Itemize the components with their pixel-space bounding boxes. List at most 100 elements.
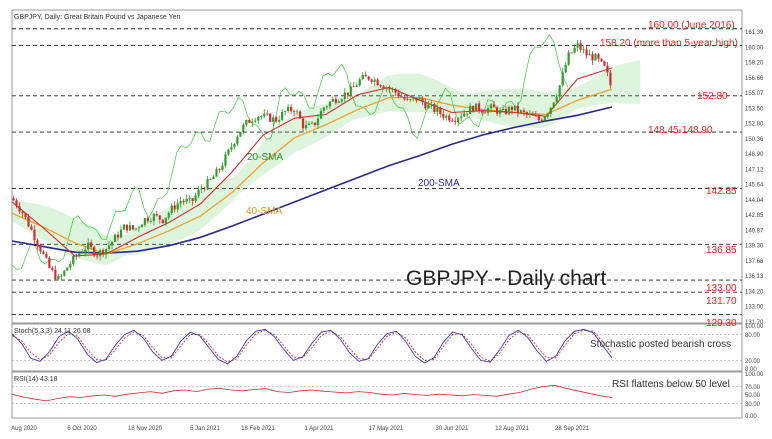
sma20-label: 20-SMA: [247, 152, 283, 163]
candle-body: [367, 76, 370, 80]
level-label-131-70: 131.70: [706, 296, 737, 307]
candle-body: [12, 198, 15, 201]
level-label-129-30: 129.30: [706, 318, 737, 329]
price-tick-label: 139.30: [745, 244, 764, 250]
candle-body: [113, 234, 117, 242]
candle-body: [248, 119, 251, 123]
candle-body: [278, 119, 281, 122]
candle-body: [263, 113, 266, 117]
rsi-value-line: [11, 384, 613, 402]
candle-body: [45, 253, 48, 258]
candle-body: [412, 97, 415, 100]
rsi-tick-label: 70.00: [745, 385, 761, 391]
candle-body: [445, 115, 448, 118]
candle-body: [206, 179, 209, 190]
candle-body: [245, 119, 248, 125]
candle-body: [167, 213, 170, 218]
candle-body: [251, 121, 254, 123]
candle-body: [573, 47, 576, 53]
candle-body: [310, 122, 314, 124]
candle-body: [161, 219, 164, 224]
price-tick-label: 142.85: [745, 213, 764, 219]
price-tick-label: 137.68: [745, 259, 764, 265]
rsi-line: 100.00 70.00 50.00 30.00 0.00: [11, 372, 764, 420]
candle-body: [110, 241, 114, 246]
candle-body: [579, 43, 582, 50]
stoch-d-line: [11, 329, 613, 363]
candle-body: [27, 217, 30, 227]
sma200-label: 200-SMA: [418, 178, 460, 189]
candle-body: [609, 72, 612, 86]
date-tick-label: 6 Oct 2020: [67, 426, 97, 432]
date-axis-ticks: Aug 2020 6 Oct 2020 18 Nov 2020 5 Jan 2021 1…: [11, 426, 590, 432]
candle-body: [104, 249, 108, 255]
candle-body: [564, 64, 567, 73]
candle-body: [469, 106, 472, 114]
level-label-133: 133.00: [706, 283, 737, 294]
candle-body: [501, 108, 505, 111]
candle-body: [418, 98, 421, 101]
date-tick-label: 5 Jan 2021: [190, 426, 220, 432]
candle-body: [107, 245, 111, 250]
candle-body: [358, 79, 361, 86]
candle-body: [588, 54, 591, 56]
candle-body: [66, 267, 69, 271]
candle-body: [84, 249, 87, 253]
candle-body: [481, 110, 484, 113]
price-tick-label: 136.13: [745, 274, 764, 280]
price-axis-ticks: 161.39 160.00 158.20 156.66 155.07 153.50 152.…: [745, 30, 764, 326]
price-tick-label: 155.07: [745, 91, 764, 97]
candle-body: [382, 86, 385, 89]
candle-body: [209, 179, 212, 180]
rsi-tick-label: 30.00: [745, 402, 761, 408]
candle-body: [543, 116, 546, 121]
candle-body: [69, 263, 72, 268]
candle-body: [313, 122, 317, 126]
price-tick-label: 153.50: [745, 106, 764, 112]
candle-body: [301, 118, 305, 129]
candle-body: [537, 116, 540, 120]
candle-body: [164, 217, 167, 224]
candle-body: [185, 199, 188, 202]
candle-body: [451, 120, 454, 122]
candle-body: [51, 267, 54, 270]
candle-body: [379, 85, 382, 87]
rsi-header: RSI(14) 43.18: [14, 376, 58, 383]
candle-body: [36, 240, 39, 246]
candle-body: [57, 275, 60, 280]
candle-body: [266, 113, 269, 115]
candle-body: [42, 251, 45, 254]
candle-body: [492, 104, 496, 108]
candle-body: [463, 113, 466, 117]
candle-body: [388, 87, 391, 90]
price-tick-label: 131.70: [745, 320, 764, 326]
candle-body: [403, 97, 406, 100]
candle-body: [90, 242, 93, 247]
candle-body: [78, 253, 81, 257]
candle-body: [534, 115, 537, 117]
candle-body: [475, 103, 478, 112]
candle-body: [370, 79, 373, 82]
stochastic-panel-frame: [11, 323, 743, 372]
candle-body: [182, 201, 185, 203]
candle-body: [472, 106, 475, 112]
candle-body: [319, 110, 323, 119]
candle-body: [483, 112, 487, 114]
candle-body: [75, 255, 78, 257]
price-tick-label: 145.64: [745, 183, 764, 189]
candle-body: [454, 121, 457, 123]
candle-body: [334, 98, 337, 103]
candle-body: [152, 214, 155, 221]
candle-body: [96, 255, 99, 257]
candle-body: [582, 49, 585, 51]
candle-body: [328, 101, 332, 107]
price-tick-label: 148.90: [745, 152, 764, 158]
candle-body: [558, 85, 561, 97]
stoch-tick-label: 20.00: [745, 359, 761, 365]
price-tick-label: 156.66: [745, 76, 764, 82]
candle-body: [292, 111, 296, 113]
candle-body: [373, 79, 376, 82]
candle-body: [39, 245, 42, 252]
candle-body: [522, 110, 525, 113]
